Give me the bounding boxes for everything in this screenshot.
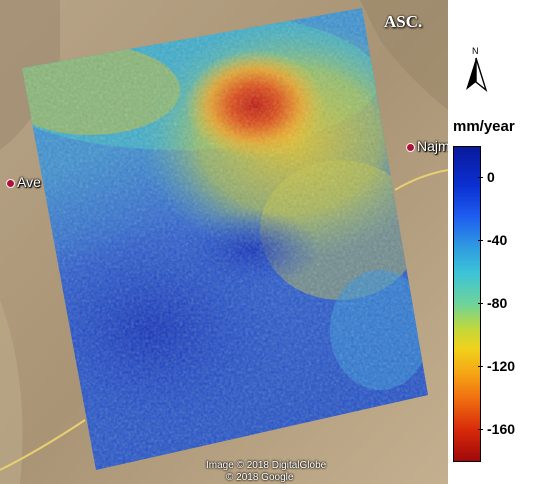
colorbar-tick-label: -160: [487, 420, 516, 437]
location-dot-icon: [6, 178, 15, 188]
colorbar-tick-label: -120: [487, 357, 516, 374]
colorbar-tick-mark: [478, 428, 483, 430]
google-attribution: © 2018 Google: [226, 472, 294, 483]
colorbar-tick-mark: [478, 303, 483, 304]
imagery-attribution: Image © 2018 DigitalGlobe: [206, 460, 327, 471]
terrain-hills: [360, 0, 448, 110]
colorbar-tick-label: -40: [487, 232, 508, 249]
map-canvas: [0, 0, 448, 484]
colorbar-unit: mm/year: [453, 118, 515, 135]
track-label: ASC.: [384, 12, 423, 31]
terrain-plain: [0, 300, 23, 484]
colorbar-tick-mark: [478, 240, 483, 242]
satellite-map[interactable]: Ave Najm ASC. Image © 2018 DigitalGlobe …: [0, 0, 448, 484]
colorbar-tick-label: -80: [487, 295, 508, 311]
colorbar-tick-mark: [478, 365, 483, 367]
place-label: Ave: [17, 174, 41, 190]
north-letter: N: [472, 46, 479, 56]
colorbar: [453, 146, 481, 462]
colorbar-tick-mark: [478, 177, 483, 179]
place-marker-najm[interactable]: Najm: [406, 138, 448, 154]
colorbar-tick-label: 0: [487, 169, 495, 186]
location-dot-icon: [406, 142, 415, 152]
place-label: Najm: [417, 138, 448, 154]
place-marker-ave[interactable]: Ave: [6, 174, 41, 190]
road: [0, 419, 86, 471]
north-arrow-icon: [466, 57, 488, 92]
road: [394, 169, 448, 191]
